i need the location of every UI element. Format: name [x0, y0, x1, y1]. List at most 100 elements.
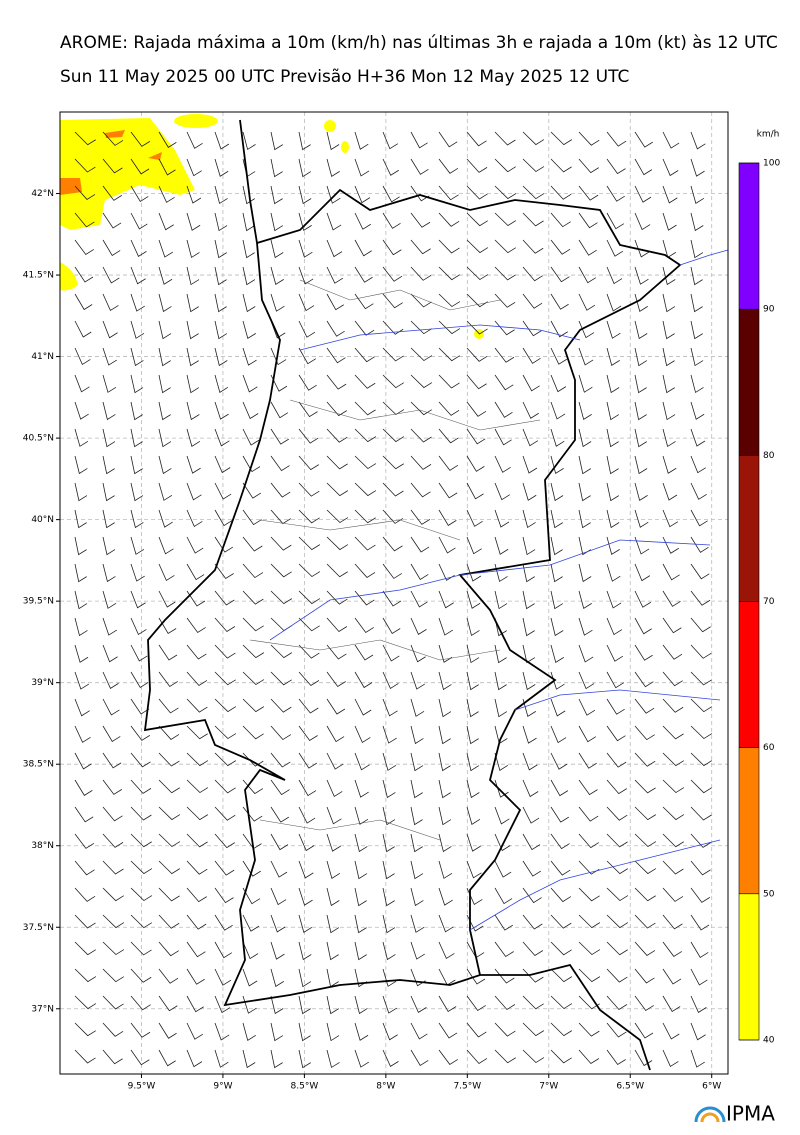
wind-barb: [298, 347, 317, 365]
wind-barb: [158, 455, 172, 475]
wind-barbs: [74, 131, 713, 1069]
lat-label: 40°N: [31, 515, 54, 525]
wind-barb: [382, 401, 405, 416]
wind-barb: [466, 698, 479, 718]
wind-barb: [326, 941, 339, 961]
wind-barb: [326, 914, 340, 934]
wind-barb: [242, 698, 265, 713]
wind-barb: [354, 374, 376, 389]
wind-barb: [606, 509, 620, 529]
wind-barb: [550, 563, 563, 583]
wind-barb: [690, 1049, 705, 1068]
wind-barb: [690, 617, 711, 633]
wind-barb: [438, 617, 454, 636]
wind-barb: [354, 995, 368, 1015]
wind-barb: [102, 860, 124, 875]
wind-barb: [494, 131, 516, 146]
wind-barb: [522, 293, 543, 309]
wind-barb: [690, 644, 712, 659]
wind-barb: [494, 428, 512, 446]
wind-barb: [158, 752, 180, 767]
wind-barb: [522, 698, 537, 717]
wind-barb: [662, 509, 679, 528]
wind-barb: [326, 563, 348, 578]
wind-barb: [298, 293, 315, 312]
wind-barb: [242, 536, 263, 552]
wind-barb: [158, 266, 173, 285]
wind-barb: [634, 914, 656, 929]
wind-barb: [186, 833, 208, 848]
wind-barb: [550, 779, 569, 797]
wind-barb: [550, 1022, 573, 1037]
wind-barb: [438, 158, 459, 174]
wind-barb: [466, 833, 481, 852]
wind-barb: [214, 968, 232, 986]
wind-barb: [522, 320, 542, 337]
wind-barb: [214, 482, 232, 500]
wind-barb: [130, 914, 153, 929]
wind-barb: [158, 131, 177, 148]
wind-barb: [326, 482, 349, 497]
gust-areas: [60, 114, 484, 339]
wind-barb: [130, 860, 153, 875]
wind-barb: [158, 671, 178, 687]
wind-barb: [578, 698, 596, 716]
wind-barb: [494, 941, 514, 958]
wind-barb: [242, 347, 257, 366]
wind-barb: [242, 914, 260, 932]
wind-barb: [466, 995, 486, 1011]
wind-barb: [102, 833, 124, 848]
wind-barb: [550, 212, 571, 228]
wind-barb: [382, 860, 395, 880]
wind-barb: [382, 833, 395, 853]
wind-barb: [466, 1022, 487, 1038]
wind-barb: [326, 698, 346, 715]
wind-barb: [74, 941, 96, 956]
wind-barb: [634, 347, 648, 367]
colorbar-label: 90: [763, 305, 775, 315]
wind-barb: [410, 347, 433, 362]
wind-barb: [326, 860, 341, 879]
wind-barb: [74, 887, 96, 902]
wind-barb: [494, 995, 516, 1011]
wind-barb: [578, 779, 598, 796]
lat-label: 39°N: [31, 678, 54, 688]
wind-barb: [102, 563, 116, 583]
wind-barb: [410, 212, 431, 228]
wind-barb: [354, 860, 368, 880]
wind-barb: [690, 941, 709, 959]
wind-barb: [690, 968, 708, 986]
wind-barb: [662, 428, 676, 448]
wind-barb: [298, 158, 312, 178]
wind-barb: [270, 806, 290, 823]
coastline: [143, 119, 729, 1071]
wind-barb: [690, 887, 711, 903]
wind-barb: [158, 860, 181, 875]
wind-barb: [242, 968, 258, 987]
wind-barb: [438, 131, 458, 148]
wind-barb: [634, 860, 657, 875]
colorbar-segment: [739, 601, 759, 748]
wind-barb: [466, 644, 480, 664]
wind-barb: [354, 293, 374, 310]
wind-barb: [550, 482, 564, 502]
wind-barb: [466, 482, 484, 500]
wind-barb: [158, 941, 179, 957]
wind-barb: [102, 590, 117, 609]
wind-barb: [298, 806, 316, 824]
wind-barb: [410, 1049, 429, 1067]
wind-barb: [550, 968, 573, 983]
wind-barb: [382, 1022, 398, 1041]
wind-barb: [578, 428, 592, 448]
wind-barb: [690, 752, 713, 767]
wind-barb: [494, 401, 513, 418]
wind-barb: [214, 563, 234, 580]
wind-barb: [242, 374, 258, 393]
wind-barb: [270, 1049, 283, 1069]
wind-barb: [662, 725, 684, 740]
districts: [249, 279, 541, 841]
wind-barb: [102, 293, 119, 311]
wind-barb: [158, 1049, 176, 1067]
wind-barb: [522, 860, 542, 877]
